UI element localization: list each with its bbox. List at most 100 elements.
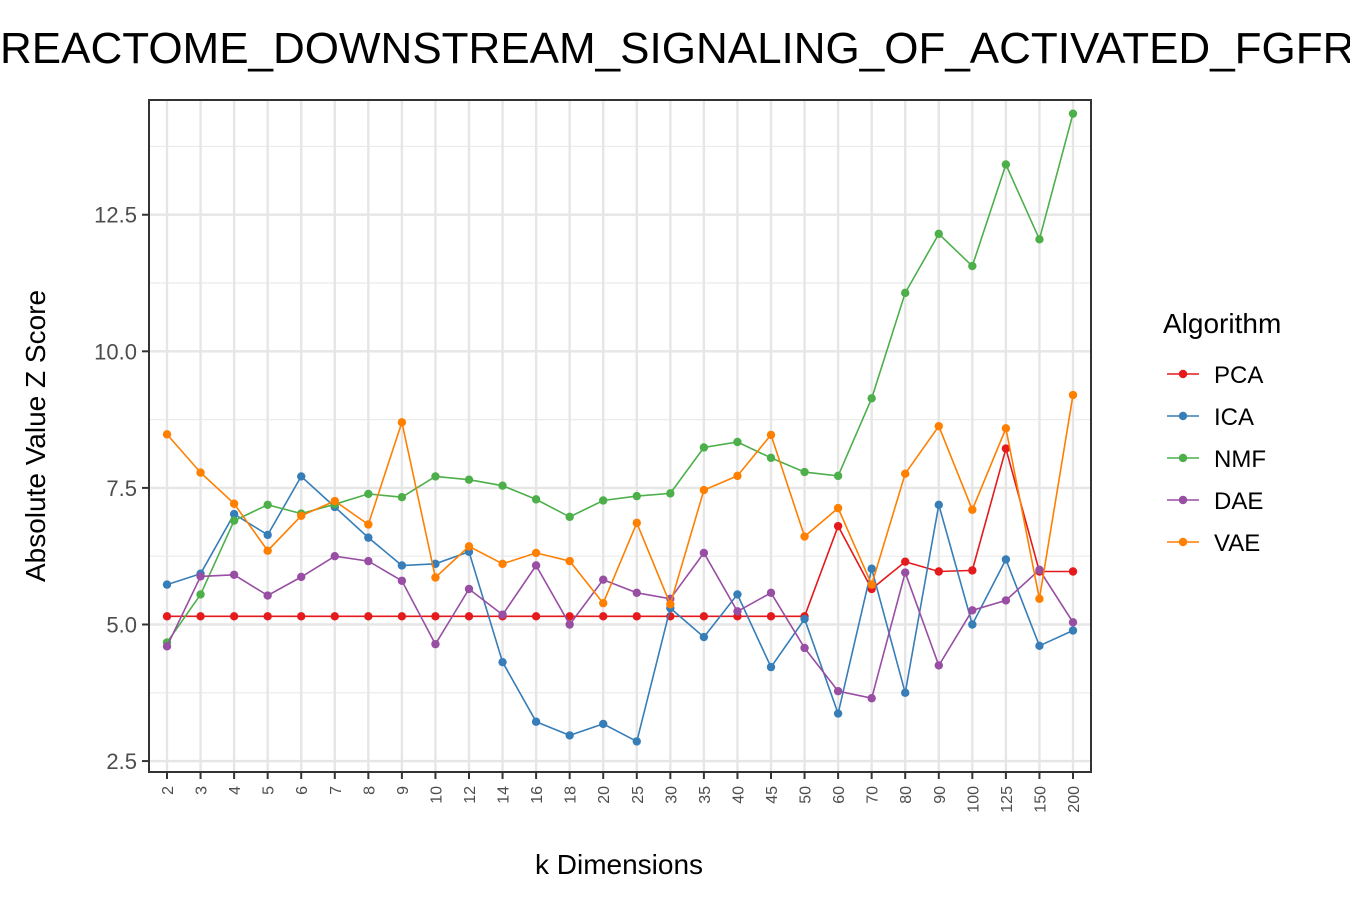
- x-tick-label: 3: [194, 786, 211, 795]
- data-point-nmf: [901, 288, 910, 298]
- data-point-vae: [666, 600, 675, 609]
- data-point-ica: [968, 620, 977, 629]
- data-point-ica: [901, 688, 910, 697]
- plot-panel: [149, 100, 1091, 772]
- data-point-ica: [934, 500, 943, 510]
- x-tick-label: 20: [596, 786, 613, 804]
- data-point-ica: [833, 709, 843, 718]
- data-point-vae: [330, 496, 339, 506]
- data-point-nmf: [397, 492, 407, 502]
- x-tick-label: 80: [898, 786, 915, 804]
- data-point-dae: [733, 607, 742, 616]
- legend-swatch-point: [1178, 537, 1188, 547]
- x-tick-label: 14: [496, 786, 513, 804]
- data-point-nmf: [968, 261, 977, 271]
- data-point-nmf: [867, 394, 876, 403]
- data-point-ica: [733, 590, 742, 599]
- data-point-ica: [800, 614, 809, 624]
- data-point-pca: [766, 612, 776, 621]
- data-point-dae: [699, 548, 709, 558]
- data-point-dae: [1035, 565, 1044, 575]
- y-tick-label: 2.5: [106, 749, 137, 774]
- data-point-dae: [1001, 596, 1011, 605]
- y-axis-title: Absolute Value Z Score: [20, 290, 51, 582]
- data-point-dae: [531, 561, 541, 570]
- data-point-ica: [531, 717, 541, 726]
- plot-background: [149, 100, 1091, 772]
- data-point-nmf: [531, 495, 541, 504]
- plot-border: [148, 99, 1092, 773]
- series-line-vae: [166, 394, 1074, 607]
- series-line-dae: [166, 551, 1074, 700]
- data-point-ica: [397, 561, 407, 570]
- x-tick-label: 60: [831, 786, 848, 804]
- data-point-vae: [632, 518, 641, 528]
- grid: [149, 100, 1091, 772]
- data-point-pca: [1001, 444, 1011, 453]
- data-point-dae: [330, 551, 339, 561]
- data-point-vae: [968, 505, 977, 514]
- data-point-pca: [330, 612, 339, 621]
- data-point-pca: [162, 612, 172, 621]
- data-point-dae: [464, 584, 474, 594]
- data-point-dae: [364, 556, 373, 566]
- x-tick-label: 5: [261, 786, 278, 795]
- series-dae: [162, 548, 1078, 703]
- data-point-dae: [934, 661, 943, 670]
- data-point-dae: [833, 686, 843, 696]
- data-point-pca: [599, 612, 608, 621]
- data-point-pca: [464, 612, 474, 621]
- x-axis-title: k Dimensions: [535, 849, 703, 880]
- legend-item-dae: DAE: [1167, 488, 1263, 515]
- legend-item-vae: VAE: [1167, 530, 1260, 557]
- data-point-pca: [397, 612, 407, 621]
- legend-label-dae: DAE: [1214, 488, 1263, 515]
- x-tick-label: 70: [865, 786, 882, 804]
- data-point-vae: [297, 511, 306, 520]
- legend-swatch-point: [1178, 495, 1188, 505]
- x-tick-label: 40: [730, 786, 747, 804]
- legend-label-pca: PCA: [1214, 362, 1263, 389]
- legend-item-ica: ICA: [1167, 404, 1254, 431]
- data-point-nmf: [1001, 160, 1011, 169]
- data-point-nmf: [833, 471, 843, 481]
- data-point-vae: [196, 468, 205, 477]
- data-point-vae: [397, 418, 407, 427]
- data-point-nmf: [733, 437, 742, 447]
- x-tick-label: 45: [764, 786, 781, 804]
- data-point-dae: [565, 620, 574, 629]
- data-point-nmf: [565, 512, 574, 522]
- series-vae: [162, 390, 1078, 609]
- x-tick-label: 25: [630, 786, 647, 804]
- series-layer: [162, 109, 1078, 746]
- data-point-vae: [364, 520, 373, 529]
- legend-item-nmf: NMF: [1167, 446, 1266, 473]
- data-point-dae: [229, 570, 239, 579]
- data-point-nmf: [699, 443, 709, 452]
- data-point-vae: [162, 430, 172, 439]
- legend: Algorithm PCA ICA NMF DAE VAE: [1163, 308, 1281, 557]
- x-tick-label: 9: [395, 786, 412, 795]
- data-point-pca: [263, 612, 272, 621]
- y-axis: 2.5 5.0 7.5 10.0 12.5: [94, 203, 149, 774]
- data-point-vae: [599, 598, 608, 608]
- data-point-dae: [901, 568, 910, 577]
- data-point-nmf: [464, 475, 474, 484]
- data-point-dae: [599, 575, 608, 584]
- y-tick-label: 12.5: [94, 203, 137, 228]
- x-tick-label: 2: [160, 786, 177, 795]
- data-point-pca: [968, 566, 977, 575]
- legend-title: Algorithm: [1163, 308, 1281, 339]
- data-point-vae: [901, 469, 910, 478]
- x-tick-label: 10: [428, 786, 445, 804]
- data-point-pca: [901, 557, 910, 566]
- data-point-nmf: [934, 229, 943, 239]
- data-point-pca: [431, 612, 440, 621]
- data-point-dae: [632, 588, 641, 597]
- x-tick-label: 50: [798, 786, 815, 804]
- data-point-vae: [867, 580, 876, 589]
- data-point-pca: [297, 612, 306, 621]
- data-point-vae: [229, 499, 239, 508]
- legend-swatch-point: [1178, 453, 1188, 463]
